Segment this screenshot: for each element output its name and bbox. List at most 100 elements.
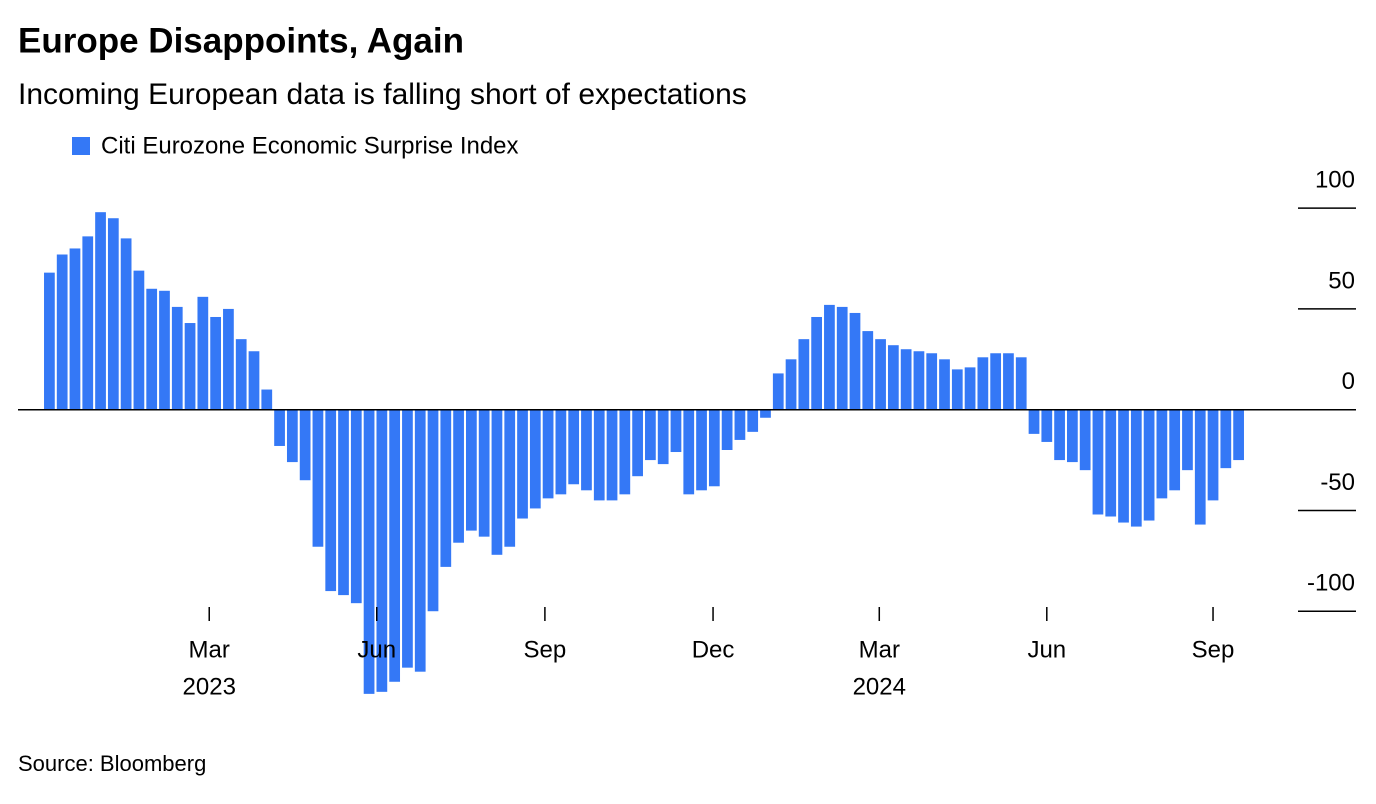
bar xyxy=(785,359,797,410)
bar xyxy=(645,409,656,461)
bar xyxy=(951,369,963,410)
bar xyxy=(1041,409,1053,442)
bar xyxy=(159,290,170,410)
bar xyxy=(721,409,733,450)
bar xyxy=(632,409,643,477)
bar xyxy=(824,304,835,410)
bar xyxy=(734,409,746,440)
bar xyxy=(926,353,938,410)
bar xyxy=(82,236,94,410)
bar xyxy=(1118,409,1129,523)
bar xyxy=(1220,409,1232,469)
bar xyxy=(1067,409,1078,463)
bar xyxy=(747,409,759,432)
bar xyxy=(210,316,221,410)
bar xyxy=(1105,409,1117,517)
bar xyxy=(402,409,413,668)
bar xyxy=(990,353,1002,410)
bar xyxy=(1182,409,1193,471)
bar xyxy=(338,409,349,596)
y-tick-label: -50 xyxy=(1320,469,1355,496)
bar xyxy=(811,316,822,410)
bar xyxy=(529,409,541,509)
bar xyxy=(913,351,925,410)
bar xyxy=(95,212,106,410)
bar xyxy=(184,323,196,410)
x-tick-label: Mar xyxy=(859,636,900,663)
chart-subtitle: Incoming European data is falling short … xyxy=(18,78,747,111)
bar xyxy=(1156,409,1168,499)
bar xyxy=(606,409,618,501)
bar xyxy=(274,409,285,446)
bar xyxy=(939,359,950,410)
bar xyxy=(453,409,464,543)
y-tick-label: 0 xyxy=(1342,368,1355,395)
bar xyxy=(197,296,209,410)
bar xyxy=(1015,357,1027,410)
legend-label: Citi Eurozone Economic Surprise Index xyxy=(101,132,519,159)
x-tick-label: Sep xyxy=(524,636,567,663)
bar xyxy=(286,409,298,463)
bar xyxy=(120,238,132,410)
bar xyxy=(389,409,401,682)
bar xyxy=(542,409,554,499)
bar xyxy=(325,409,337,592)
bar xyxy=(414,409,426,672)
bar xyxy=(146,288,158,410)
bar xyxy=(964,367,976,410)
bar xyxy=(862,331,874,410)
bar xyxy=(1169,409,1181,491)
bar xyxy=(478,409,490,537)
bar xyxy=(887,345,899,410)
bar xyxy=(350,409,362,604)
bar xyxy=(107,218,119,410)
bar xyxy=(1092,409,1104,515)
bar xyxy=(171,306,183,410)
bar xyxy=(299,409,311,481)
bar xyxy=(555,409,567,495)
bar xyxy=(798,339,810,410)
bar xyxy=(312,409,324,547)
bar xyxy=(44,272,55,410)
bar xyxy=(517,409,528,519)
bar xyxy=(760,409,771,418)
x-year-label: 2023 xyxy=(183,673,236,700)
x-tick-label: Jun xyxy=(357,636,396,663)
bar xyxy=(683,409,695,495)
bar xyxy=(504,409,516,547)
bar xyxy=(1003,353,1014,410)
bar xyxy=(670,409,682,453)
bar xyxy=(593,409,605,501)
bar xyxy=(1079,409,1091,471)
x-tick-label: Dec xyxy=(692,636,735,663)
bar xyxy=(568,409,580,485)
bar xyxy=(223,308,234,410)
chart-title: Europe Disappoints, Again xyxy=(18,21,464,60)
bar xyxy=(581,409,592,491)
bar xyxy=(235,339,247,410)
bar xyxy=(977,357,989,410)
bar xyxy=(1143,409,1155,521)
x-year-label: 2024 xyxy=(853,673,906,700)
bar xyxy=(56,254,68,410)
bar xyxy=(900,349,912,410)
bar xyxy=(466,409,477,531)
y-tick-label: 50 xyxy=(1328,267,1355,294)
source: Source: Bloomberg xyxy=(18,751,206,776)
bar xyxy=(69,248,81,410)
bar xyxy=(261,389,273,410)
y-tick-label: 100 xyxy=(1315,166,1355,193)
bar xyxy=(491,409,503,555)
bar xyxy=(1054,409,1065,461)
bar xyxy=(1028,409,1040,434)
bar xyxy=(1194,409,1206,525)
bar xyxy=(875,339,886,410)
x-tick-label: Mar xyxy=(189,636,230,663)
bar xyxy=(1233,409,1244,461)
legend-swatch xyxy=(72,137,90,155)
bar xyxy=(376,409,388,692)
bar xyxy=(133,270,145,410)
bar xyxy=(248,351,260,410)
bar xyxy=(696,409,707,491)
